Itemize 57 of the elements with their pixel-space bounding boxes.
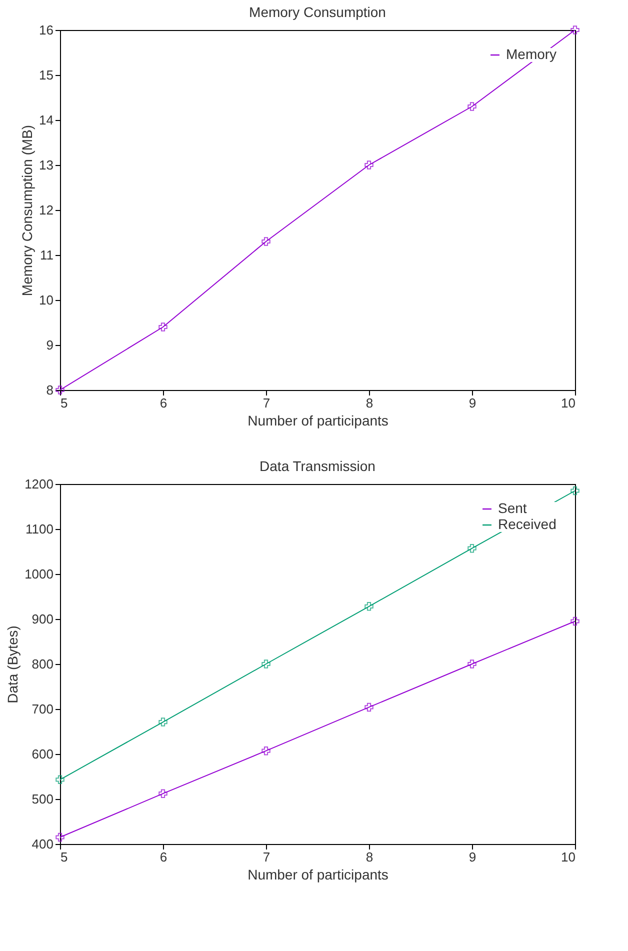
- y-tick-label: 700: [32, 702, 54, 716]
- y-tick-label: 12: [39, 202, 54, 218]
- point: [56, 832, 64, 842]
- x-tick-label: 6: [160, 850, 168, 864]
- point: [364, 160, 374, 170]
- x-tick-label: 9: [468, 850, 476, 864]
- point: [56, 386, 64, 394]
- point: [158, 789, 168, 798]
- y-tick-label: 1000: [24, 566, 54, 582]
- point: [468, 102, 476, 111]
- y-tick-label: 8: [46, 382, 54, 398]
- point: [364, 602, 374, 611]
- y-tick-label: 800: [32, 656, 54, 672]
- x-axis-title: Number of participants: [248, 866, 388, 882]
- x-tick-label: 7: [262, 396, 270, 410]
- y-tick-label: 900: [32, 612, 54, 626]
- x-axis-title: Number of participants: [248, 412, 388, 428]
- y-tick-label: 1100: [26, 522, 54, 536]
- y-tick-label: 1200: [24, 476, 54, 492]
- x-tick-label: 5: [60, 850, 68, 864]
- x-tick-label: 7: [262, 850, 270, 864]
- x-tick-label: 10: [561, 396, 576, 410]
- y-axis-title: Memory Consumption (MB): [19, 124, 36, 296]
- chart-title: Memory Consumption: [249, 4, 386, 20]
- point: [262, 746, 270, 756]
- y-tick-label: 10: [39, 292, 54, 308]
- y-tick-label: 500: [32, 792, 54, 806]
- point: [158, 322, 168, 332]
- point: [468, 544, 476, 553]
- legend-label: Received: [498, 516, 556, 532]
- y-tick-label: 14: [39, 112, 54, 128]
- y-tick-label: 13: [39, 158, 54, 172]
- chart-title: Data Transmission: [260, 458, 376, 474]
- x-tick-label: 5: [60, 396, 68, 410]
- point: [364, 702, 374, 712]
- point: [158, 718, 168, 726]
- x-tick-label: 9: [468, 396, 476, 410]
- x-tick-label: 10: [561, 850, 576, 864]
- point: [570, 486, 580, 496]
- x-tick-label: 6: [160, 396, 168, 410]
- point: [262, 660, 270, 668]
- legend-label: Sent: [498, 500, 527, 516]
- point: [570, 26, 580, 34]
- x-tick-label: 8: [366, 396, 374, 410]
- y-tick-label: 16: [39, 22, 54, 38]
- point: [468, 660, 476, 668]
- y-tick-label: 15: [39, 68, 54, 82]
- y-tick-label: 9: [46, 338, 54, 352]
- y-tick-label: 600: [32, 746, 54, 762]
- y-axis-title: Data (Bytes): [4, 626, 21, 704]
- point: [262, 237, 270, 246]
- legend-label: Memory: [506, 46, 557, 62]
- x-tick-label: 8: [366, 850, 374, 864]
- point: [570, 616, 580, 626]
- y-tick-label: 11: [40, 248, 54, 262]
- point: [56, 775, 64, 784]
- y-tick-label: 400: [32, 836, 54, 852]
